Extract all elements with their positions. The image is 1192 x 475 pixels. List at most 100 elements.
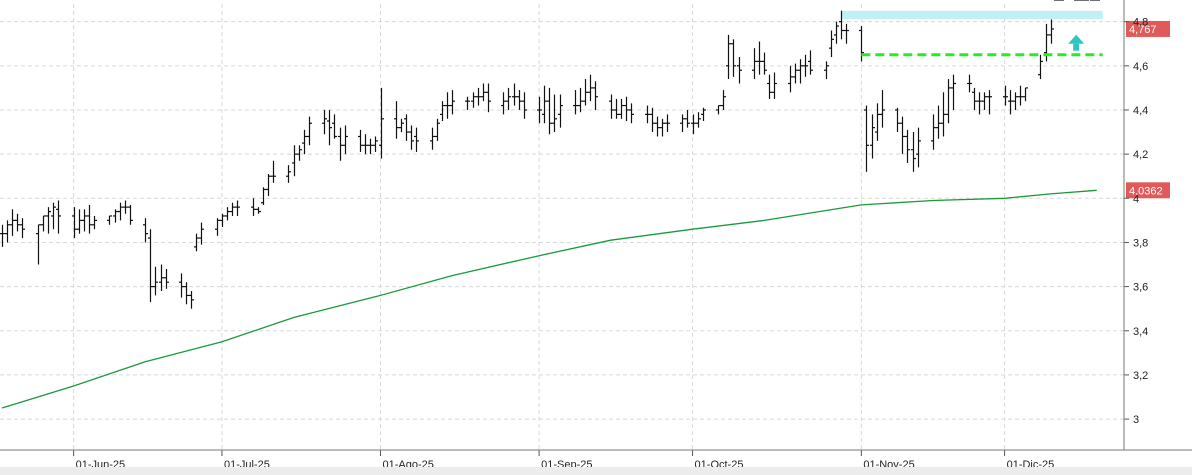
- ohlc-bar: [583, 79, 588, 106]
- ohlc-bar: [302, 129, 307, 155]
- ohlc-bar: [10, 209, 15, 236]
- ohlc-bar: [895, 107, 900, 133]
- up-arrow-head: [1068, 34, 1085, 44]
- ohlc-bar: [716, 104, 721, 115]
- ohlc-bar: [982, 92, 987, 110]
- last-price-tag-text: 4,767: [1129, 24, 1157, 36]
- ohlc-bar: [803, 54, 808, 77]
- ohlc-bar: [5, 220, 10, 243]
- ohlc-bar: [757, 41, 762, 75]
- ohlc-bar: [404, 114, 409, 141]
- ohlc-bar: [189, 291, 194, 309]
- ohlc-bar: [824, 61, 829, 80]
- ohlc-bar: [931, 114, 936, 150]
- ohlc-bar: [762, 52, 767, 75]
- ohlc-bar: [512, 83, 517, 106]
- ohlc-bar: [153, 266, 158, 296]
- ohlc-bar: [235, 200, 240, 216]
- ohlc-bar: [506, 87, 511, 110]
- ohlc-bar: [20, 218, 25, 239]
- ohlc-bar: [256, 207, 261, 214]
- ohlc-bar: [87, 204, 92, 234]
- ohlc-bar: [972, 87, 977, 110]
- ohlc-bar: [1018, 85, 1023, 106]
- resistance-band: [840, 10, 1103, 20]
- ohlc-bar: [251, 198, 256, 216]
- ohlc-bar: [261, 187, 266, 205]
- ohlc-bar: [870, 114, 875, 159]
- y-tick-label: 4,4: [1133, 105, 1148, 117]
- ohlc-bar: [680, 114, 685, 133]
- up-arrow-shaft: [1073, 43, 1080, 51]
- ohlc-bar: [798, 59, 803, 84]
- ohlc-bar: [619, 98, 624, 119]
- ohlc-bar: [1003, 85, 1008, 106]
- ohlc-bar: [1013, 92, 1018, 110]
- ohlc-bar: [701, 107, 706, 122]
- ohlc-bar: [128, 204, 133, 225]
- moving-average-tag-box: [1126, 182, 1170, 199]
- ohlc-bar: [399, 118, 404, 133]
- ohlc-bar: [286, 165, 291, 183]
- ohlc-bar: [660, 118, 665, 137]
- moving-average-layer: [1, 189, 1097, 409]
- ohlc-bar: [373, 136, 378, 152]
- ohlc-bar: [343, 125, 348, 155]
- ohlc-bar: [379, 87, 384, 159]
- ohlc-bar: [440, 101, 445, 122]
- ohlc-bar: [15, 213, 20, 232]
- ohlc-bar: [839, 10, 844, 40]
- ohlc-bar: [465, 96, 470, 110]
- ohlc-bar: [92, 215, 97, 230]
- ohlc-bar: [113, 209, 118, 223]
- ohlc-bar: [629, 103, 634, 124]
- ohlc-bar: [486, 83, 491, 113]
- ohlc-bar: [624, 96, 629, 122]
- ohlc-bar: [609, 94, 614, 119]
- ohlc-bar: [537, 96, 542, 124]
- ohlc-bar: [297, 145, 302, 161]
- ohlc-bar: [650, 107, 655, 133]
- ohlc-bar: [685, 109, 690, 128]
- moving-average-tag-text: 4,0362: [1129, 185, 1163, 197]
- ohlc-bar: [875, 103, 880, 141]
- ohlc-bar: [844, 23, 849, 44]
- y-tick-label: 4,8: [1133, 17, 1148, 29]
- ohlc-bar: [179, 273, 184, 298]
- ohlc-bar: [118, 202, 123, 221]
- ohlc-bar: [987, 90, 992, 115]
- ohlc-bar: [645, 105, 650, 124]
- ohlc-bar: [916, 127, 921, 168]
- ohlc-bar: [82, 209, 87, 232]
- ohlc-bar: [593, 81, 598, 110]
- ohlc-bar: [476, 87, 481, 106]
- ohlc-bar: [72, 207, 77, 239]
- ohlc-bar: [215, 218, 220, 236]
- ohlc-bar: [501, 92, 506, 115]
- last-price-tag-box: [1126, 20, 1170, 37]
- ohlc-bar: [409, 125, 414, 150]
- ohlc-bar: [148, 229, 153, 303]
- ohlc-bar: [414, 127, 419, 152]
- ohlc-bar: [752, 48, 757, 80]
- ohlc-bar: [1008, 90, 1013, 115]
- ohlc-bar: [721, 90, 726, 110]
- annotation-layer-back: [840, 10, 1103, 20]
- ohlc-bar: [450, 90, 455, 115]
- ohlc-bar: [307, 116, 312, 146]
- ohlc-bar: [184, 282, 189, 305]
- ohlc-bar: [696, 112, 701, 128]
- ohlc-bar: [327, 109, 332, 146]
- ohlc-bar: [880, 90, 885, 128]
- y-tick-label: 4,2: [1133, 149, 1148, 161]
- ohlc-bar: [542, 85, 547, 124]
- ohlc-bar: [51, 202, 56, 230]
- ohlc-bar: [471, 92, 476, 108]
- ohlc-bar: [1038, 54, 1043, 80]
- y-tick-label: 3: [1133, 414, 1139, 426]
- moving-average-line: [1, 189, 1097, 409]
- ohlc-bar: [767, 74, 772, 99]
- ohlc-bar: [517, 90, 522, 110]
- ohlc-bar: [220, 213, 225, 227]
